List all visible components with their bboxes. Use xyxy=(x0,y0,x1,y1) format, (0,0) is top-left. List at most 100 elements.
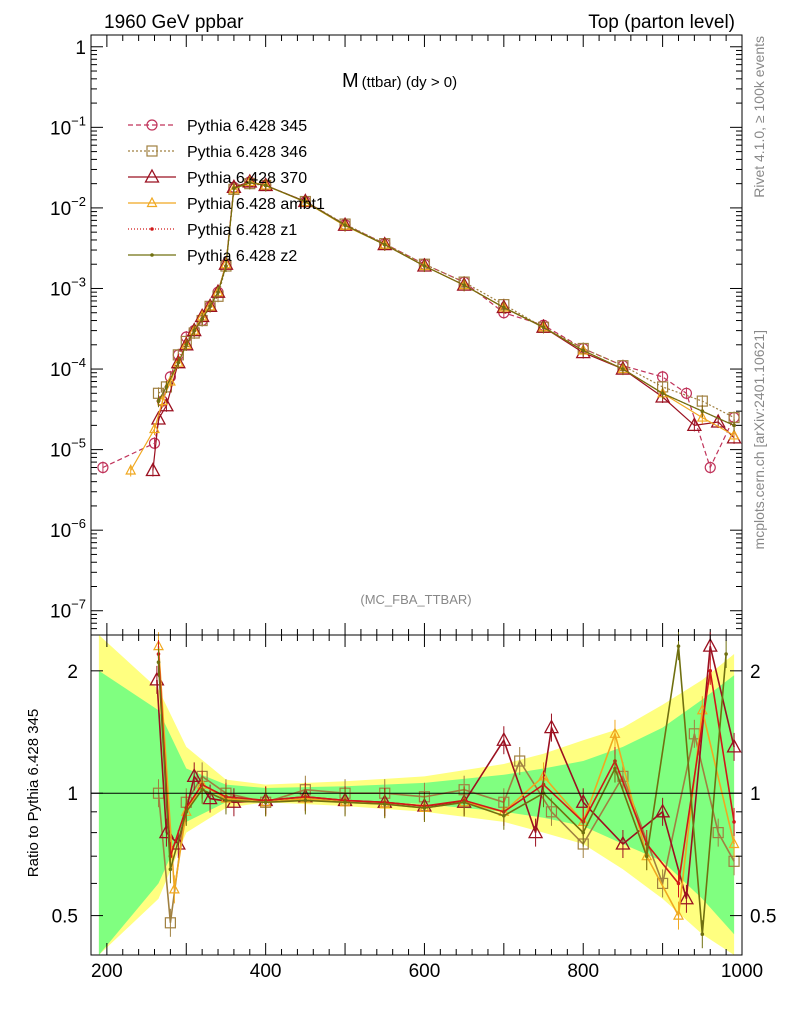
ratio-point xyxy=(514,755,526,767)
legend-item: Pythia 6.428 346 xyxy=(128,144,307,161)
legend-label: Pythia 6.428 ambt1 xyxy=(187,196,325,213)
data-point xyxy=(502,305,506,310)
mcplots-label: mcplots.cern.ch [arXiv:2401.10621] xyxy=(751,330,767,549)
ratio-point xyxy=(422,806,427,810)
legend-label: Pythia 6.428 z1 xyxy=(187,222,297,239)
x-tick-label: 800 xyxy=(567,961,599,982)
ratio-series-layer xyxy=(149,632,742,949)
data-point xyxy=(224,264,228,268)
ratio-point xyxy=(615,835,631,850)
data-point xyxy=(680,387,693,399)
ratio-point xyxy=(672,909,684,920)
data-point xyxy=(176,360,181,365)
data-point xyxy=(621,367,625,371)
ratio-point xyxy=(168,867,173,872)
y-tick-label: 1 xyxy=(75,38,86,59)
ratio-axis-ticks xyxy=(91,635,743,956)
x-tick-label: 1000 xyxy=(721,961,763,982)
ratio-y-tick-label: 2 xyxy=(67,662,78,683)
ratio-y-tick-label: 0.5 xyxy=(52,907,78,928)
legend-item: Pythia 6.428 ambt1 xyxy=(128,196,325,213)
data-point xyxy=(156,399,161,403)
data-point xyxy=(232,186,236,191)
ratio-y-tick-label: 1 xyxy=(67,784,78,805)
data-point xyxy=(704,461,716,474)
series-line xyxy=(157,182,735,426)
data-point xyxy=(148,437,161,449)
data-point xyxy=(200,317,204,321)
data-point xyxy=(125,464,137,475)
legend-label: Pythia 6.428 z2 xyxy=(187,248,297,265)
main-plot: 1 10−1 10−2 10−3 10−4 10−5 10−6 10−7 xyxy=(50,34,743,636)
ratio-point xyxy=(702,637,718,652)
ratio-point xyxy=(545,806,558,818)
data-point xyxy=(700,409,705,413)
y-tick-label: 10−3 xyxy=(50,274,86,300)
ratio-point xyxy=(613,766,617,771)
data-point xyxy=(164,375,176,386)
main-series-layer xyxy=(97,173,742,477)
legend-label: Pythia 6.428 346 xyxy=(187,144,307,161)
ratio-point xyxy=(732,820,736,824)
legend-marker xyxy=(146,145,158,157)
ratio-point xyxy=(575,793,591,808)
ratio-ylabel: Ratio to Pythia 6.428 345 xyxy=(25,709,42,877)
main-y-tick-labels: 1 10−1 10−2 10−3 10−4 10−5 10−6 10−7 xyxy=(50,38,86,623)
ratio-point xyxy=(462,800,466,805)
data-point xyxy=(660,391,665,396)
series-4 xyxy=(156,176,736,432)
ratio-point xyxy=(168,883,180,894)
y-tick-label: 10−4 xyxy=(50,355,86,381)
legend-item: Pythia 6.428 z2 xyxy=(128,248,297,265)
x-tick-label: 400 xyxy=(250,961,282,982)
y-tick-label: 10−5 xyxy=(50,436,86,462)
legend-item: Pythia 6.428 345 xyxy=(128,118,307,135)
data-point xyxy=(462,283,466,287)
ratio-y-tick-label-right: 1 xyxy=(750,784,761,805)
ratio-point xyxy=(644,854,649,858)
ratio-point xyxy=(712,827,724,839)
data-point xyxy=(732,423,736,428)
ratio-point xyxy=(303,798,308,803)
series-line xyxy=(158,183,735,419)
header-right: Top (parton level) xyxy=(588,12,735,33)
data-point xyxy=(696,411,708,422)
data-point xyxy=(208,304,212,309)
ratio-point xyxy=(726,738,742,753)
ratio-point xyxy=(581,830,586,835)
analysis-watermark: (MC_FBA_TTBAR) xyxy=(360,592,471,607)
data-point xyxy=(247,180,252,185)
ratio-point xyxy=(657,877,669,890)
ratio-point xyxy=(502,813,506,818)
legend: Pythia 6.428 345 Pythia 6.428 346 Pythia 6… xyxy=(128,118,325,265)
uncertainty-band-green xyxy=(98,670,735,955)
ratio-y-tick-labels: 0.5 0.5 1 1 2 2 xyxy=(52,662,777,928)
ratio-point xyxy=(186,768,202,783)
legend-marker xyxy=(144,168,160,183)
ratio-bands xyxy=(98,635,735,955)
ratio-point xyxy=(676,644,681,648)
data-point xyxy=(686,416,702,432)
data-point xyxy=(728,429,740,440)
legend-marker xyxy=(146,196,158,208)
data-point xyxy=(184,342,189,347)
series-5 xyxy=(156,176,736,432)
ratio-point xyxy=(200,787,204,792)
data-point xyxy=(192,328,197,333)
ratio-y-tick-label-right: 0.5 xyxy=(750,907,776,928)
ratio-point xyxy=(156,660,161,665)
plot-title-sub: (ttbar) (dy > 0) xyxy=(362,74,457,91)
ratio-point xyxy=(343,800,347,805)
ratio-point xyxy=(184,810,189,814)
data-point xyxy=(541,325,546,330)
header-left: 1960 GeV ppbar xyxy=(104,12,244,33)
data-point xyxy=(303,200,308,204)
y-tick-label: 10−1 xyxy=(50,113,86,139)
ratio-y-tick-label-right: 2 xyxy=(750,662,761,683)
plot-title: M (ttbar) (dy > 0) xyxy=(342,70,457,92)
data-point xyxy=(150,410,167,425)
ratio-point xyxy=(655,803,671,818)
rivet-label: Rivet 4.1.0, ≥ 100k events xyxy=(751,36,767,198)
y-tick-label: 10−6 xyxy=(50,516,86,542)
